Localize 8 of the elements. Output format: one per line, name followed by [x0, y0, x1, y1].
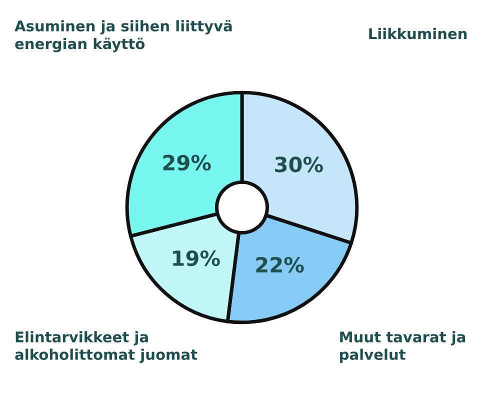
data-label: 22%	[256, 256, 304, 273]
slice-label: Liikkuminen	[369, 28, 467, 40]
data-label: 29%	[163, 154, 211, 171]
slice-label: Elintarvikkeet ja alkoholittomat juomat	[15, 331, 198, 363]
slice-label: Asuminen ja siihen liittyvä energian käyttö	[14, 20, 232, 52]
slice-label: Muut tavarat ja palvelut	[340, 331, 466, 363]
data-label: 19%	[173, 250, 220, 266]
data-label: 30%	[275, 156, 323, 172]
